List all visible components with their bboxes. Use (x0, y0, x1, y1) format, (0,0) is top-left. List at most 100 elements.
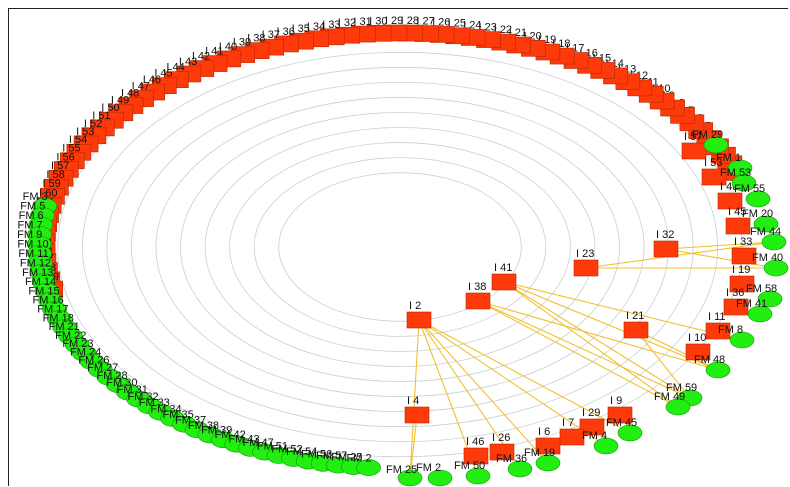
item-node-label: I 34 (307, 21, 325, 33)
item-node-i-19[interactable] (729, 275, 755, 293)
item-node-label: I 41 (205, 46, 223, 58)
item-node-i-9[interactable] (607, 406, 633, 424)
item-node-i-33[interactable] (731, 247, 757, 265)
item-node-label: I 38 (468, 281, 486, 293)
fm-node-label: FM 30 (106, 377, 137, 389)
edge-line (665, 248, 777, 269)
item-node-i-41[interactable] (491, 273, 517, 291)
item-node-label: I 29 (385, 15, 403, 27)
fm-node-label: FM 41 (736, 298, 767, 310)
item-node-label: I 32 (338, 17, 356, 29)
item-node-i-36[interactable] (723, 298, 749, 316)
edge-line (665, 241, 775, 250)
fm-node-label: FM 21 (49, 321, 80, 333)
fm-node-label: FM 22 (55, 330, 86, 342)
item-node-i-32[interactable] (653, 240, 679, 258)
fm-node-fm-2[interactable] (427, 469, 453, 487)
fm-node-fm-8[interactable] (729, 331, 755, 349)
item-node-i-46[interactable] (463, 447, 489, 465)
fm-node-label: FM 48 (694, 354, 725, 366)
fm-node-fm-50[interactable] (465, 467, 491, 485)
fm-node-fm-44[interactable] (761, 233, 787, 251)
item-node-i-10[interactable] (685, 343, 711, 361)
fm-node-label: FM 57 (316, 450, 347, 462)
fm-node-label: FM 42 (215, 429, 246, 441)
item-node-label: I 36 (277, 26, 295, 38)
edge-line (418, 319, 549, 464)
item-node-label: I 28 (401, 15, 419, 27)
item-node-i-2[interactable] (406, 311, 432, 329)
item-node-i-26[interactable] (489, 443, 515, 461)
fm-node-fm-20[interactable] (753, 215, 779, 233)
item-node-i-53[interactable] (701, 168, 727, 186)
fm-node-label: FM 43 (228, 433, 259, 445)
item-node-label: I 46 (466, 436, 484, 448)
item-node-label: I 40 (219, 41, 237, 53)
item-node-i-4[interactable] (404, 406, 430, 424)
fm-node-label: FM 18 (43, 312, 74, 324)
fm-node-label: FM 31 (117, 384, 148, 396)
item-node-label: I 59 (42, 178, 60, 190)
orbit-ring (180, 112, 620, 382)
fm-node-fm-53[interactable] (731, 174, 757, 192)
diagram-frame (8, 8, 788, 486)
edge-line (477, 300, 719, 371)
item-node-i-6[interactable] (535, 437, 561, 455)
item-node-i-7[interactable] (559, 428, 585, 446)
item-node-i-29[interactable] (579, 418, 605, 436)
fm-node-label: FM 33 (139, 397, 170, 409)
fm-node-label: FM 58 (746, 283, 777, 295)
fm-node-fm-45[interactable] (617, 424, 643, 442)
fm-node-label: FM 2 (347, 453, 372, 465)
fm-node-fm-40[interactable] (763, 259, 789, 277)
fm-node-label: FM 27 (87, 362, 118, 374)
fm-node-label: FM 56 (301, 448, 332, 460)
fm-node-label: FM 19 (524, 447, 555, 459)
edge-line (503, 281, 719, 371)
edge-layer (409, 241, 777, 479)
fm-node-fm-48[interactable] (705, 361, 731, 379)
fm-node-fm-29[interactable] (703, 136, 729, 154)
item-node-i-38[interactable] (465, 292, 491, 310)
item-node-i-57[interactable] (681, 142, 707, 160)
item-node-label: I 57 (684, 131, 702, 143)
item-node-i-23[interactable] (573, 259, 599, 277)
fm-node-label: FM 40 (752, 252, 783, 264)
item-node-i-48[interactable] (717, 192, 743, 210)
edge-line (477, 300, 691, 399)
fm-node-fm-55[interactable] (745, 190, 771, 208)
item-node-label: I 30 (369, 15, 387, 27)
fm-node-label: FM 23 (62, 338, 93, 350)
fm-node-label: FM 9 (17, 229, 42, 241)
item-node-label: I 32 (656, 229, 674, 241)
fm-node-label: FM 44 (750, 226, 781, 238)
item-node-label: I 54 (69, 134, 87, 146)
fm-node-label: FM 55 (734, 183, 765, 195)
item-node-i-21[interactable] (623, 321, 649, 339)
item-node-label: I 10 (688, 332, 706, 344)
fm-node-fm-19[interactable] (535, 454, 561, 472)
item-node-label: I 48 (121, 88, 139, 100)
fm-node-label: FM 14 (25, 276, 56, 288)
item-node-i-11[interactable] (705, 322, 731, 340)
orbit-ring (204, 127, 596, 367)
item-node-i-45[interactable] (725, 217, 751, 235)
fm-node-label: FM 25 (331, 452, 362, 464)
fm-node-fm-41[interactable] (747, 305, 773, 323)
item-node-label: I 21 (626, 310, 644, 322)
item-node-label: I 39 (233, 37, 251, 49)
orbit-ring (81, 51, 719, 443)
fm-node-label: FM 11 (18, 248, 48, 260)
fm-node-label: FM 59 (666, 382, 697, 394)
fm-node-fm-4[interactable] (593, 437, 619, 455)
fm-node-fm-49[interactable] (665, 398, 691, 416)
fm-node-fm-58[interactable] (757, 290, 783, 308)
item-node-label: I 37 (262, 29, 280, 41)
fm-node-fm-36[interactable] (507, 460, 533, 478)
fm-node-label: FM 24 (70, 346, 101, 358)
orbit-ring (106, 66, 694, 428)
fm-node-label: FM 35 (163, 409, 194, 421)
item-node-label: I 31 (353, 16, 371, 28)
fm-node-fm-2[interactable] (356, 459, 381, 476)
fm-node-fm-25[interactable] (397, 469, 423, 487)
